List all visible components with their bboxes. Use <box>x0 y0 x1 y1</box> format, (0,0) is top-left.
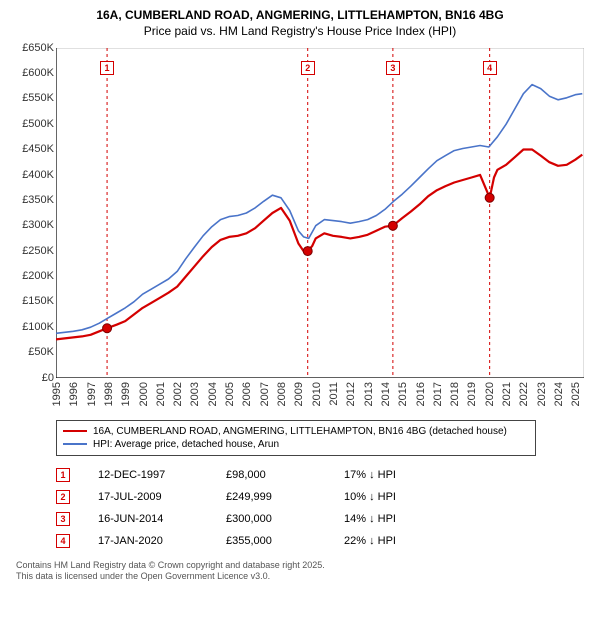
footer: Contains HM Land Registry data © Crown c… <box>16 560 590 583</box>
x-axis-label: 2024 <box>553 382 565 406</box>
x-axis-label: 2003 <box>189 382 201 406</box>
x-axis-label: 1998 <box>103 382 115 406</box>
x-axis-label: 1999 <box>120 382 132 406</box>
legend: 16A, CUMBERLAND ROAD, ANGMERING, LITTLEH… <box>56 420 536 456</box>
x-axis-label: 2020 <box>484 382 496 406</box>
x-axis-label: 2000 <box>138 382 150 406</box>
sale-marker-2: 2 <box>301 61 315 75</box>
x-axis-label: 2006 <box>241 382 253 406</box>
y-axis-label: £50K <box>28 346 54 358</box>
x-axis-label: 2015 <box>397 382 409 406</box>
legend-label: HPI: Average price, detached house, Arun <box>93 439 279 450</box>
legend-item: 16A, CUMBERLAND ROAD, ANGMERING, LITTLEH… <box>63 425 529 438</box>
sale-diff: 17% ↓ HPI <box>344 469 434 481</box>
legend-swatch <box>63 443 87 445</box>
x-axis-label: 2016 <box>415 382 427 406</box>
chart-title-line1: 16A, CUMBERLAND ROAD, ANGMERING, LITTLEH… <box>10 8 590 24</box>
x-axis-label: 2025 <box>570 382 582 406</box>
y-axis-label: £200K <box>22 270 54 282</box>
sales-row: 4 17-JAN-2020 £355,000 22% ↓ HPI <box>56 530 590 552</box>
sale-marker-3: 3 <box>386 61 400 75</box>
x-axis-label: 1996 <box>68 382 80 406</box>
x-axis-label: 2010 <box>311 382 323 406</box>
chart-svg <box>56 48 584 378</box>
sale-price: £300,000 <box>226 513 316 525</box>
sale-marker-4-ref: 4 <box>56 534 70 548</box>
sale-date: 17-JAN-2020 <box>98 535 198 547</box>
x-axis-label: 2005 <box>224 382 236 406</box>
y-axis-label: £400K <box>22 169 54 181</box>
sale-diff: 14% ↓ HPI <box>344 513 434 525</box>
sale-price: £249,999 <box>226 491 316 503</box>
footer-line2: This data is licensed under the Open Gov… <box>16 571 590 583</box>
sales-table: 1 12-DEC-1997 £98,000 17% ↓ HPI 2 17-JUL-2009… <box>56 464 590 552</box>
chart-plot: 1 2 3 4 <box>56 48 584 378</box>
x-axis-label: 2017 <box>432 382 444 406</box>
x-axis-label: 2007 <box>259 382 271 406</box>
legend-item: HPI: Average price, detached house, Arun <box>63 438 529 451</box>
sale-date: 17-JUL-2009 <box>98 491 198 503</box>
legend-swatch <box>63 430 87 432</box>
chart-title-line2: Price paid vs. HM Land Registry's House … <box>10 24 590 38</box>
x-axis-label: 2021 <box>501 382 513 406</box>
x-axis-label: 1997 <box>86 382 98 406</box>
x-axis-label: 2018 <box>449 382 461 406</box>
footer-line1: Contains HM Land Registry data © Crown c… <box>16 560 590 572</box>
x-axis-label: 2022 <box>518 382 530 406</box>
y-axis-label: £350K <box>22 194 54 206</box>
y-axis-label: £300K <box>22 219 54 231</box>
x-axis-label: 2023 <box>536 382 548 406</box>
x-axis-label: 2004 <box>207 382 219 406</box>
sales-row: 1 12-DEC-1997 £98,000 17% ↓ HPI <box>56 464 590 486</box>
sales-row: 3 16-JUN-2014 £300,000 14% ↓ HPI <box>56 508 590 530</box>
y-axis-label: £450K <box>22 143 54 155</box>
x-axis-label: 2019 <box>466 382 478 406</box>
x-axis-label: 2014 <box>380 382 392 406</box>
x-axis-label: 2011 <box>328 382 340 406</box>
y-axis-label: £150K <box>22 295 54 307</box>
sale-price: £98,000 <box>226 469 316 481</box>
x-axis-label: 2013 <box>363 382 375 406</box>
sale-marker-4: 4 <box>483 61 497 75</box>
sale-diff: 10% ↓ HPI <box>344 491 434 503</box>
legend-label: 16A, CUMBERLAND ROAD, ANGMERING, LITTLEH… <box>93 426 507 437</box>
sales-row: 2 17-JUL-2009 £249,999 10% ↓ HPI <box>56 486 590 508</box>
sale-marker-1-ref: 1 <box>56 468 70 482</box>
sale-date: 16-JUN-2014 <box>98 513 198 525</box>
x-axis-label: 2008 <box>276 382 288 406</box>
sale-price: £355,000 <box>226 535 316 547</box>
x-axis-label: 2001 <box>155 382 167 406</box>
y-axis-label: £650K <box>22 42 54 54</box>
y-axis-label: £600K <box>22 67 54 79</box>
y-axis-label: £500K <box>22 118 54 130</box>
sale-diff: 22% ↓ HPI <box>344 535 434 547</box>
y-axis-label: £100K <box>22 321 54 333</box>
x-axis-label: 1995 <box>51 382 63 406</box>
x-axis-label: 2009 <box>293 382 305 406</box>
y-axis-label: £550K <box>22 92 54 104</box>
sale-date: 12-DEC-1997 <box>98 469 198 481</box>
y-axis-label: £250K <box>22 245 54 257</box>
x-axis-label: 2002 <box>172 382 184 406</box>
chart-area: £0£50K£100K£150K£200K£250K£300K£350K£400… <box>10 44 590 414</box>
sale-marker-3-ref: 3 <box>56 512 70 526</box>
sale-marker-1: 1 <box>100 61 114 75</box>
sale-marker-2-ref: 2 <box>56 490 70 504</box>
x-axis-label: 2012 <box>345 382 357 406</box>
